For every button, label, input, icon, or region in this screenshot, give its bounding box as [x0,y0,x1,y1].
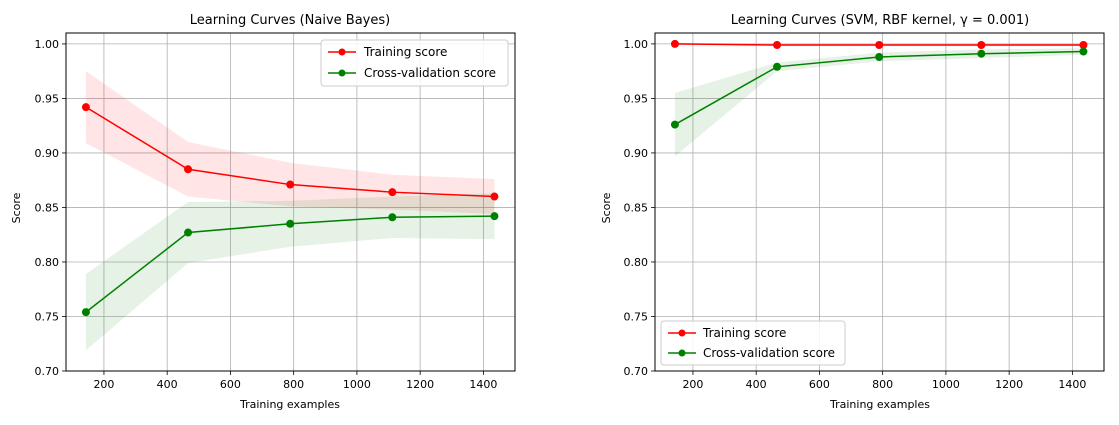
score-bands [85,71,495,351]
axis-ticks: 200 400 600 800 1000 1200 1400 0.70 0.75 0.80 0.85… [624,38,1087,391]
legend-box [320,39,509,87]
x-axis-label: Training examples [829,398,930,411]
point-training [490,192,499,201]
y-tick-label: 0.95 [624,92,649,105]
x-tick-label: 400 [157,378,178,391]
point-training [773,40,782,49]
point-cv [773,62,782,71]
point-training [81,103,90,112]
x-tick-label: 1200 [995,378,1023,391]
legend-label-training: Training score [702,326,786,340]
y-tick-label: 0.75 [35,310,60,323]
point-cv [977,49,986,58]
point-cv [875,52,884,61]
score-lines [81,103,499,317]
legend-marker-cv [678,349,686,357]
x-tick-label: 800 [872,378,893,391]
x-tick-label: 200 [682,378,703,391]
band-cv [674,48,1084,157]
axis-ticks: 200 400 600 800 1000 1200 1400 0.70 0.75 0.80 0.85… [35,38,498,391]
x-tick-label: 400 [746,378,767,391]
legend-box [660,320,846,366]
chart-title: Learning Curves (Naive Bayes) [190,13,390,28]
point-cv [286,219,295,228]
y-tick-label: 0.90 [35,147,60,160]
point-training [670,39,679,48]
x-tick-label: 1400 [1058,378,1086,391]
y-tick-label: 0.95 [35,92,60,105]
point-training [286,180,295,189]
point-training [977,40,986,49]
y-tick-label: 0.70 [624,365,649,378]
legend: Training score Cross-validation score [660,320,846,366]
y-tick-label: 0.85 [35,201,60,214]
x-tick-label: 600 [809,378,830,391]
x-axis-label: Training examples [239,398,340,411]
legend: Training score Cross-validation score [320,39,509,87]
chart-naive-bayes: Learning Curves (Naive Bayes) Training e… [10,13,516,411]
point-cv [490,212,499,221]
band-training [85,71,495,214]
point-training [1079,40,1088,49]
legend-label-cv: Cross-validation score [364,66,496,80]
x-tick-label: 1400 [469,378,497,391]
x-tick-label: 1000 [343,378,371,391]
x-tick-label: 800 [283,378,304,391]
score-lines [670,39,1088,129]
y-tick-label: 0.70 [35,365,60,378]
x-tick-label: 200 [93,378,114,391]
point-cv [1079,47,1088,56]
point-cv [184,228,193,237]
y-tick-label: 0.80 [624,256,649,269]
point-cv [81,308,90,317]
plot-frame [654,32,1105,372]
plot-frame [65,32,516,372]
legend-label-training: Training score [363,45,447,59]
x-tick-label: 1200 [406,378,434,391]
y-tick-label: 1.00 [624,38,649,51]
legend-marker-training [338,48,346,56]
point-training [388,188,397,197]
y-tick-label: 0.75 [624,310,649,323]
point-cv [388,213,397,222]
point-training [184,165,193,174]
chart-svm-rbf: Learning Curves (SVM, RBF kernel, γ = 0.… [600,13,1105,411]
legend-label-cv: Cross-validation score [703,346,835,360]
point-cv [670,120,679,129]
x-tick-label: 600 [220,378,241,391]
legend-marker-cv [338,69,346,77]
y-axis-label: Score [10,192,23,223]
chart-title: Learning Curves (SVM, RBF kernel, γ = 0.… [731,13,1030,28]
legend-marker-training [678,329,686,337]
y-tick-label: 0.90 [624,147,649,160]
x-tick-label: 1000 [932,378,960,391]
y-tick-label: 1.00 [35,38,60,51]
y-axis-label: Score [600,192,613,223]
y-tick-label: 0.85 [624,201,649,214]
point-training [875,40,884,49]
y-tick-label: 0.80 [35,256,60,269]
